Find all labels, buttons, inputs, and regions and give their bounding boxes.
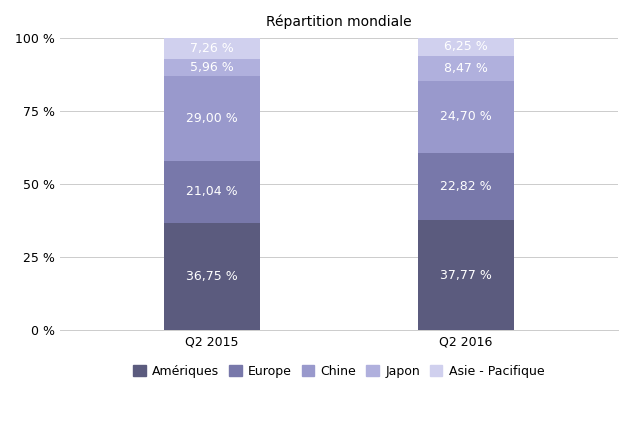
Bar [418,56,514,81]
Bar [418,220,514,330]
Legend: Amériques, Europe, Chine, Japon, Asie - Pacifique: Amériques, Europe, Chine, Japon, Asie - … [128,360,549,383]
Bar [418,153,514,220]
Bar [164,37,260,59]
Text: 21,04 %: 21,04 % [186,185,238,199]
Text: 36,75 %: 36,75 % [186,270,238,283]
Bar [418,37,514,56]
Text: 24,70 %: 24,70 % [440,110,492,123]
Text: 5,96 %: 5,96 % [190,61,234,74]
Text: 7,26 %: 7,26 % [190,42,234,55]
Bar [418,81,514,153]
Text: 8,47 %: 8,47 % [444,62,487,75]
Text: 29,00 %: 29,00 % [186,112,238,125]
Title: Répartition mondiale: Répartition mondiale [266,15,411,29]
Bar [164,161,260,223]
Text: 6,25 %: 6,25 % [444,40,487,53]
Text: 37,77 %: 37,77 % [440,268,492,282]
Text: 22,82 %: 22,82 % [440,180,492,193]
Bar [164,223,260,330]
Bar [164,76,260,161]
Bar [164,59,260,76]
